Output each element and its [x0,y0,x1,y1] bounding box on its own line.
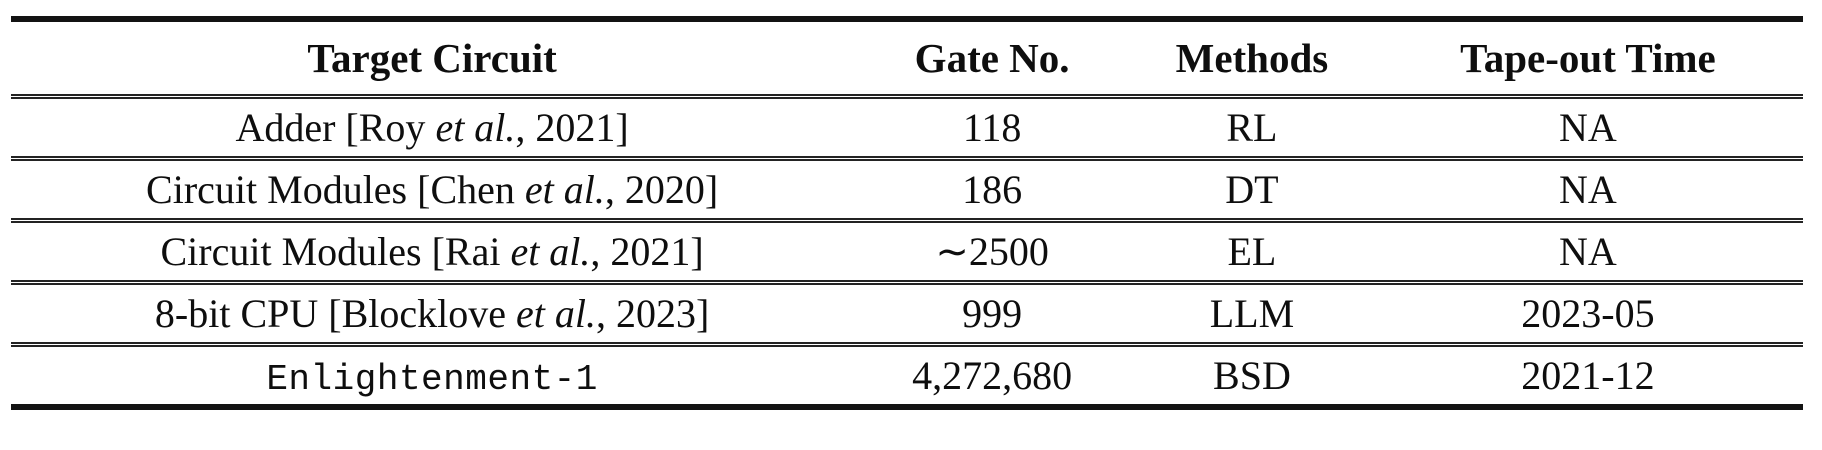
circuit-name-text: Adder [Roy [235,105,436,150]
citation-etal-text: et al. [435,105,516,150]
circuit-name-text: Circuit Modules [Rai [160,229,511,274]
citation-etal-text: et al. [510,229,591,274]
target-circuit-cell: Circuit Modules [Chen et al., 2020] [11,156,854,221]
target-circuit-cell: Adder [Roy et al., 2021] [11,94,854,159]
gate-no-cell: 4,272,680 [853,342,1131,407]
gate-no-cell: 186 [853,156,1131,221]
gate-no-cell: ∼2500 [853,218,1131,283]
tapeout-time-cell: NA [1372,156,1803,221]
citation-year-text: , 2021] [590,229,704,274]
target-circuit-cell: 8-bit CPU [Blocklove et al., 2023] [11,280,854,345]
column-header-tapeout-time: Tape-out Time [1460,35,1716,81]
target-circuit-cell: Enlightenment-1 [11,342,854,407]
citation-year-text: , 2020] [604,167,719,212]
circuit-name-text: Enlightenment-1 [266,358,598,400]
circuit-name-text: 8-bit CPU [Blocklove [154,291,516,336]
circuit-name-text: Circuit Modules [Chen [146,167,525,212]
tapeout-time-cell: 2021-12 [1372,342,1803,407]
methods-cell: RL [1130,94,1373,159]
tapeout-time-cell: 2023-05 [1372,280,1803,345]
table-body: Adder [Roy et al., 2021] 118 RL NA Circuit M… [11,94,1803,407]
column-header-target-circuit: Target Circuit [307,35,557,81]
table-header-row: Target Circuit Gate No. Methods Tape-out… [11,19,1803,97]
gate-no-cell: 118 [853,94,1131,159]
methods-cell: DT [1130,156,1373,221]
citation-etal-text: et al. [516,291,596,336]
column-header-methods: Methods [1175,35,1329,81]
table-row: Enlightenment-1 4,272,680 BSD 2021-12 [11,342,1803,407]
tapeout-time-cell: NA [1372,94,1803,159]
tapeout-comparison-table: Target Circuit Gate No. Methods Tape-out… [11,16,1803,410]
table-row: Circuit Modules [Chen et al., 2020] 186 DT… [11,156,1803,221]
tapeout-time-cell: NA [1372,218,1803,283]
methods-cell: LLM [1130,280,1373,345]
table-row: 8-bit CPU [Blocklove et al., 2023] 999 LLM… [11,280,1803,345]
gate-no-cell: 999 [853,280,1131,345]
methods-cell: BSD [1130,342,1373,407]
methods-cell: EL [1130,218,1373,283]
table-row: Circuit Modules [Rai et al., 2021] ∼2500 E… [11,218,1803,283]
citation-etal-text: et al. [524,167,605,212]
citation-year-text: , 2021] [515,105,629,150]
citation-year-text: , 2023] [595,291,710,336]
target-circuit-cell: Circuit Modules [Rai et al., 2021] [11,218,854,283]
table-row: Adder [Roy et al., 2021] 118 RL NA [11,94,1803,159]
tapeout-comparison-table-wrap: Target Circuit Gate No. Methods Tape-out… [11,16,1803,410]
column-header-gate-no: Gate No. [914,35,1070,81]
